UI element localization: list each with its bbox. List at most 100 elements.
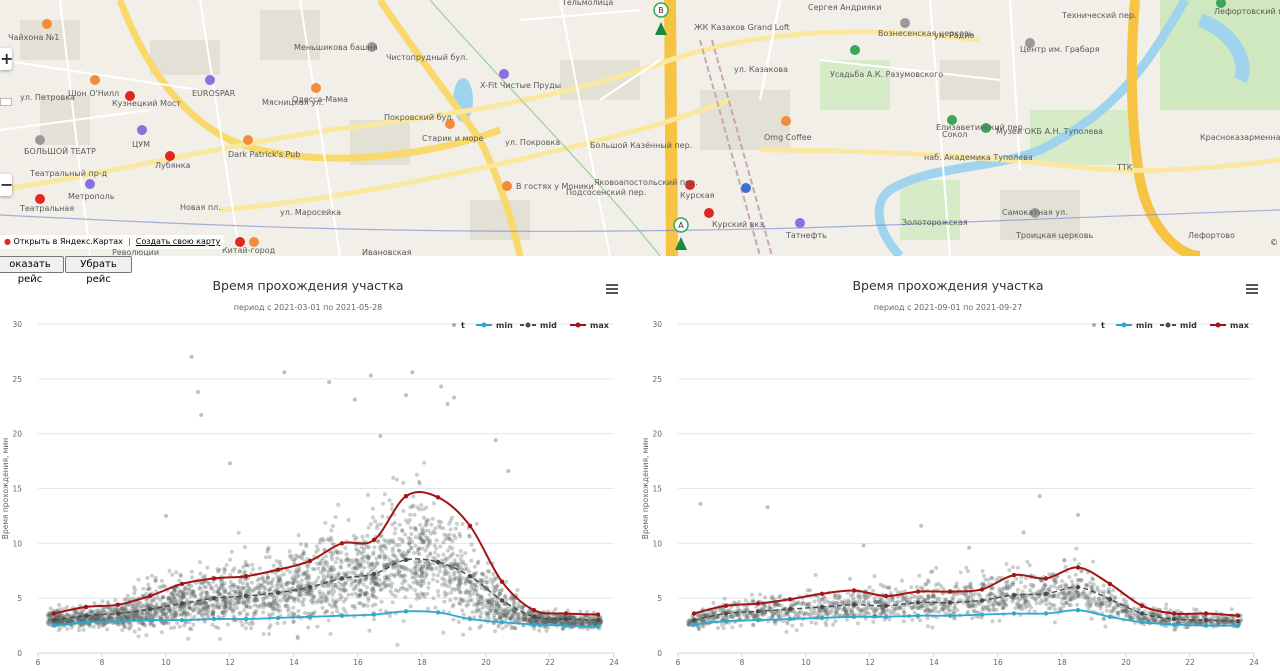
scatter-point (365, 533, 370, 538)
legend-item-min[interactable]: min (1116, 321, 1153, 330)
legend-item-t[interactable]: t (1092, 321, 1105, 330)
legend-item-min[interactable]: min (476, 321, 513, 330)
scatter-point (457, 577, 462, 582)
scatter-point (172, 614, 177, 619)
park-icon[interactable] (947, 115, 957, 125)
scatter-point (506, 468, 511, 473)
scatter-point (176, 599, 181, 604)
scatter-point (222, 567, 227, 572)
metro-icon[interactable] (125, 91, 135, 101)
museum-icon[interactable] (850, 45, 860, 55)
legend-item-mid[interactable]: mid (520, 321, 557, 330)
legend-item-max[interactable]: max (1210, 321, 1250, 330)
scatter-point (421, 507, 426, 512)
zoom-slider[interactable] (0, 98, 12, 106)
museum-icon[interactable] (1025, 38, 1035, 48)
landmark-icon[interactable] (367, 42, 377, 52)
scatter-point (325, 598, 330, 603)
yandex-map[interactable]: B A Чайхона №1 ул. Петровка Шон О'Нилл Кузн… (0, 0, 1280, 256)
scatter-point (794, 628, 799, 633)
train-station-icon[interactable] (741, 183, 751, 193)
hide-route-button[interactable]: Убрать рейс (65, 256, 132, 285)
scatter-point (326, 591, 331, 596)
restaurant-icon[interactable] (445, 119, 455, 129)
park-area (900, 180, 960, 240)
scatter-point (306, 590, 311, 594)
restaurant-icon[interactable] (311, 83, 321, 93)
scatter-point (167, 568, 172, 573)
scatter-point (322, 584, 327, 589)
church-icon[interactable] (1030, 208, 1040, 218)
chart-menu-button[interactable] (1240, 280, 1264, 298)
shop-icon[interactable] (137, 125, 147, 135)
map-label: ЖК Казаков Grand Loft (694, 23, 790, 32)
legend-item-mid[interactable]: mid (1160, 321, 1197, 330)
restaurant-icon[interactable] (90, 75, 100, 85)
scatter-point (240, 585, 245, 590)
scatter-point (296, 593, 301, 598)
chart-menu-button[interactable] (600, 280, 624, 298)
park-icon[interactable] (1216, 0, 1226, 8)
scatter-point (196, 611, 201, 616)
restaurant-icon[interactable] (502, 181, 512, 191)
show-route-button[interactable]: оказать рейс (0, 256, 64, 285)
scatter-point (448, 527, 453, 532)
restaurant-icon[interactable] (243, 135, 253, 145)
scatter-point (202, 610, 207, 615)
theatre-icon[interactable] (35, 135, 45, 145)
series-max-marker (371, 537, 377, 543)
cafe-icon[interactable] (781, 116, 791, 126)
scatter-point (392, 553, 397, 558)
legend-item-max[interactable]: max (570, 321, 610, 330)
scatter-point (857, 608, 862, 613)
restaurant-icon[interactable] (249, 237, 259, 247)
map-label: Красноказарменная (1200, 133, 1280, 142)
scatter-point (277, 577, 282, 582)
scatter-point (1121, 597, 1126, 602)
legend-item-t[interactable]: t (452, 321, 465, 330)
metro-icon[interactable] (685, 180, 695, 190)
scatter-point (272, 589, 277, 594)
museum-icon[interactable] (981, 123, 991, 133)
scatter-point (527, 610, 532, 615)
scatter-point (148, 602, 153, 607)
scatter-point (93, 616, 97, 621)
scatter-point (136, 620, 141, 625)
scatter-point (161, 621, 166, 626)
marker-a-label: A (678, 221, 684, 230)
shop-icon[interactable] (85, 179, 95, 189)
scatter-point (277, 576, 282, 581)
scatter-point (1085, 595, 1090, 600)
scatter-point (57, 603, 62, 607)
fitness-icon[interactable] (499, 69, 509, 79)
route-marker-a[interactable]: A (673, 217, 689, 250)
church-icon[interactable] (900, 18, 910, 28)
scatter-point (250, 619, 254, 624)
scatter-point (567, 614, 572, 618)
zoom-out-button[interactable]: − (0, 174, 14, 196)
metro-icon[interactable] (704, 208, 714, 218)
shop-icon[interactable] (205, 75, 215, 85)
route-marker-b[interactable]: B (653, 2, 669, 35)
scatter-point (139, 612, 144, 617)
metro-icon[interactable] (235, 237, 245, 247)
scatter-point (1107, 590, 1112, 595)
metro-icon[interactable] (35, 194, 45, 204)
scatter-point (813, 573, 818, 577)
scatter-point (359, 577, 364, 582)
scatter-point (417, 546, 422, 551)
scatter-point (458, 581, 463, 586)
gas-station-icon[interactable] (795, 218, 805, 228)
zoom-in-button[interactable]: + (0, 48, 14, 70)
x-tick-label: 20 (1121, 658, 1131, 667)
scatter-point (244, 563, 249, 568)
map-label: Покровский бул. (384, 113, 454, 122)
restaurant-icon[interactable] (42, 19, 52, 29)
scatter-point (275, 621, 280, 626)
scatter-point (468, 598, 473, 603)
scatter-point (401, 480, 406, 485)
open-in-yandex-maps-link[interactable]: Открыть в Яндекс.Картах (13, 237, 123, 246)
metro-icon[interactable] (165, 151, 175, 161)
create-map-link[interactable]: Создать свою карту (135, 237, 221, 246)
